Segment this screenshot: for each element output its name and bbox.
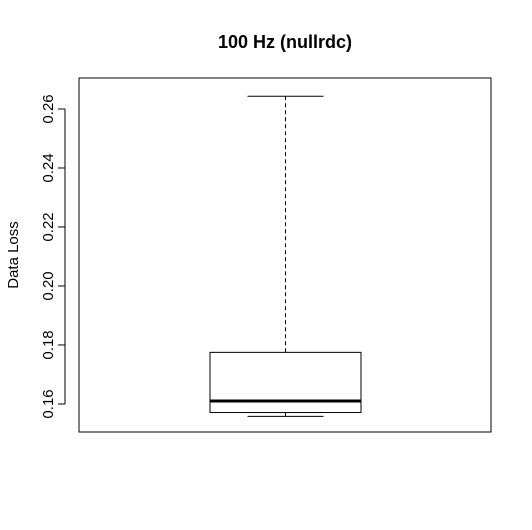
plot-frame	[78, 77, 492, 433]
box-group	[209, 95, 362, 417]
y-tick-label: 0.26	[40, 94, 57, 123]
y-axis-label: Data Loss	[5, 221, 22, 289]
interquartile-box	[209, 351, 362, 414]
y-tick-label: 0.18	[40, 330, 57, 359]
y-tick-label: 0.16	[40, 389, 57, 418]
y-tick-label: 0.22	[40, 212, 57, 241]
y-tick-label: 0.24	[40, 153, 57, 182]
y-tick-label: 0.20	[40, 271, 57, 300]
y-axis: 0.16 0.18 0.20 0.22 0.24 0.26	[40, 94, 66, 419]
chart-title: 100 Hz (nullrdc)	[218, 32, 352, 52]
